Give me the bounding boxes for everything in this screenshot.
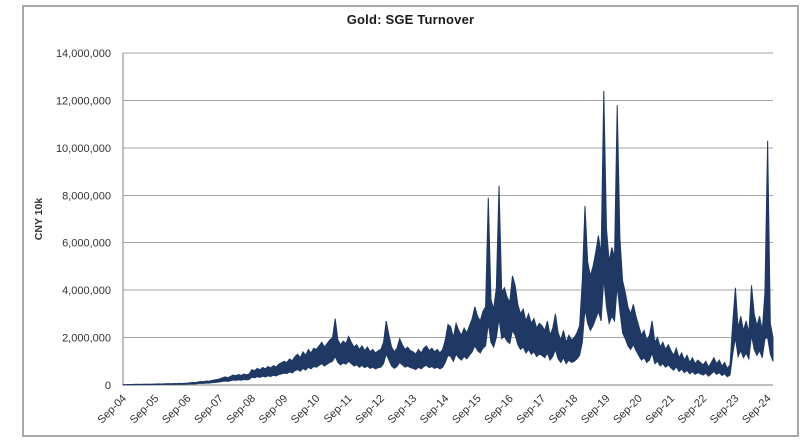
x-tick-label: Sep-16 — [482, 393, 516, 427]
x-tick-label: Sep-04 — [96, 393, 130, 427]
y-tick-label: 2,000,000 — [62, 333, 111, 345]
x-tick-label: Sep-24 — [740, 393, 774, 427]
x-tick-label: Sep-23 — [708, 393, 742, 427]
x-tick-label: Sep-20 — [611, 393, 645, 427]
y-tick-label: 8,000,000 — [62, 190, 111, 202]
x-tick-label: Sep-10 — [289, 393, 323, 427]
x-tick-label: Sep-17 — [515, 393, 549, 427]
x-tick-label: Sep-13 — [386, 393, 420, 427]
series-sge-gold-turnover — [122, 90, 774, 386]
x-tick-label: Sep-18 — [547, 393, 581, 427]
y-tick-label: 10,000,000 — [56, 143, 111, 155]
x-tick-label: Sep-05 — [128, 393, 162, 427]
y-tick-label: 6,000,000 — [62, 238, 111, 250]
x-tick-label: Sep-08 — [224, 393, 258, 427]
x-tick-label: Sep-15 — [450, 393, 484, 427]
x-tick-label: Sep-09 — [257, 393, 291, 427]
x-tick-label: Sep-07 — [192, 393, 226, 427]
y-tick-label: 0 — [105, 380, 111, 392]
y-tick-label: 4,000,000 — [62, 285, 111, 297]
x-tick-label: Sep-22 — [676, 393, 710, 427]
y-tick-label: 14,000,000 — [56, 48, 111, 60]
y-tick-label: 12,000,000 — [56, 95, 111, 107]
x-tick-label: Sep-06 — [160, 393, 194, 427]
x-tick-label: Sep-12 — [353, 393, 387, 427]
x-tick-label: Sep-11 — [322, 393, 355, 426]
x-tick-label: Sep-19 — [579, 393, 613, 427]
chart-title: Gold: SGE Turnover — [346, 12, 475, 27]
x-tick-label: Sep-14 — [418, 393, 452, 427]
x-tick-label: Sep-21 — [643, 393, 677, 427]
